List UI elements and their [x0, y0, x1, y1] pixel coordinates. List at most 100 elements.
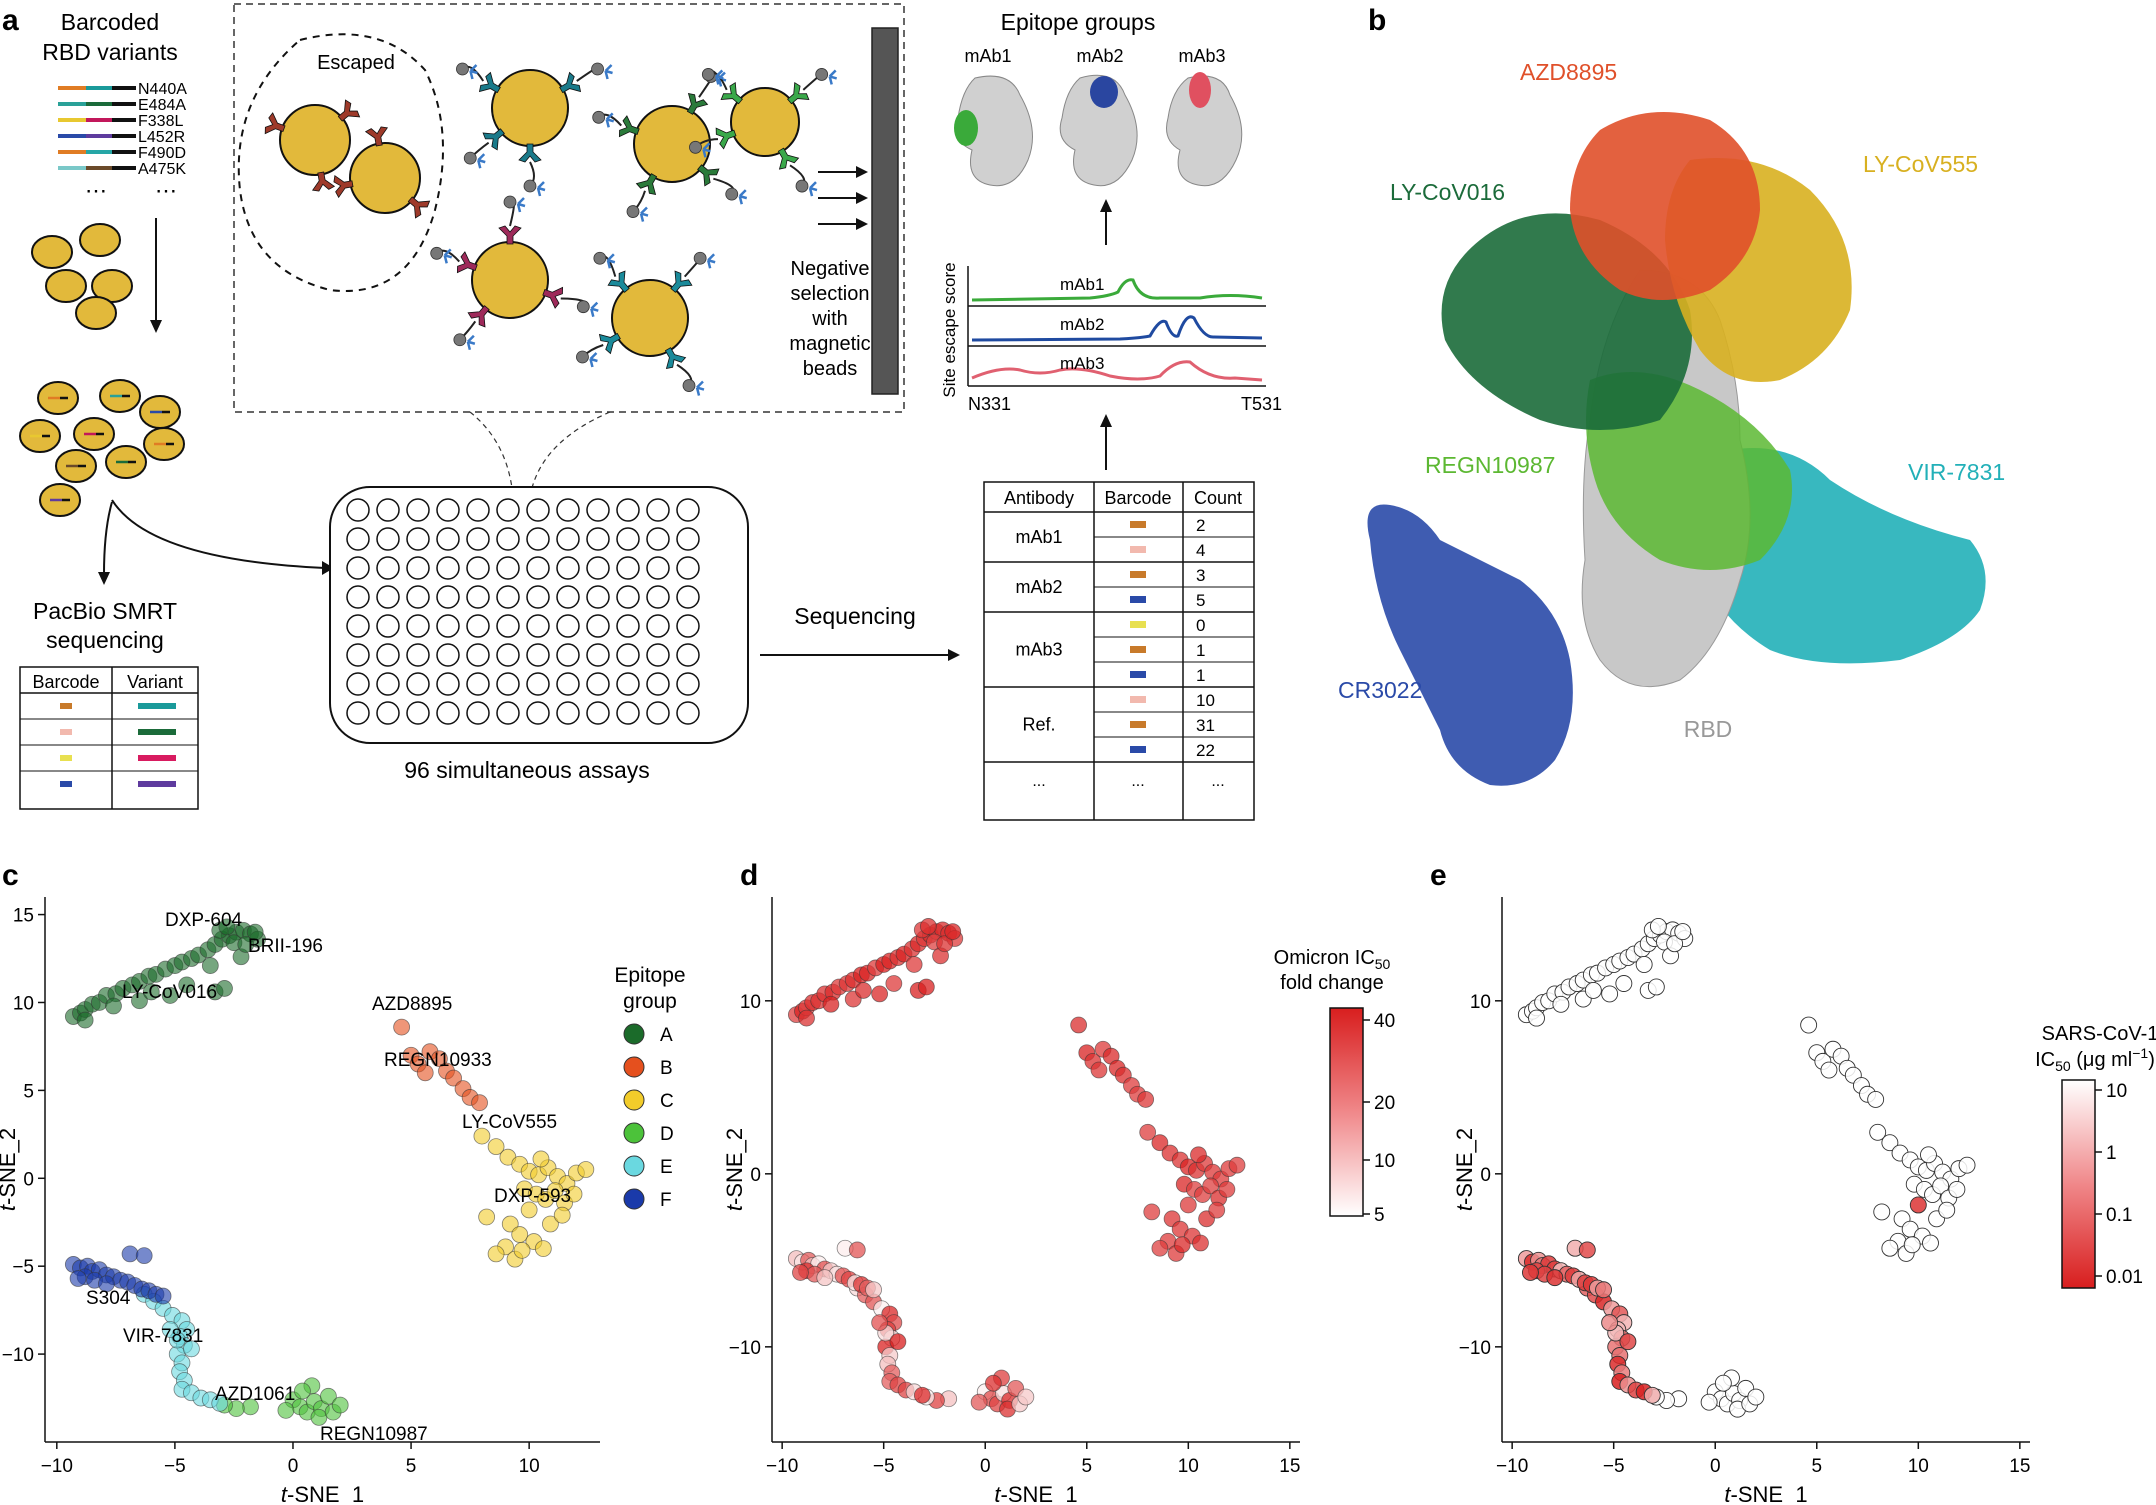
well: [646, 527, 670, 551]
well: [466, 556, 490, 580]
count-value: 2: [1196, 516, 1205, 535]
escape-plot-x-start: N331: [968, 394, 1011, 414]
well: [526, 701, 550, 725]
scatter-point-sars: [1747, 1388, 1765, 1406]
legend-swatch-E: [623, 1155, 645, 1177]
scatter-point-sars: [1647, 978, 1665, 996]
scatter-point-group-C: [520, 1201, 538, 1219]
scatter-point-sars: [1528, 1009, 1545, 1027]
well: [436, 556, 460, 580]
rbd-receptor: [607, 270, 630, 293]
magnetic-bead: [576, 300, 590, 314]
tsne-plot-d: −10 −5 0 5 10 15 10 0 −10 t-SNE_1 t-SNE_2: [722, 897, 1300, 1505]
well: [676, 701, 700, 725]
antibody-glyph: [828, 69, 838, 85]
well: [526, 614, 550, 638]
well: [526, 556, 550, 580]
scatter-point-omicron: [1139, 1123, 1157, 1141]
scatter-point-group-C: [553, 1206, 571, 1224]
magnetic-bead: [523, 179, 537, 193]
escaped-label: Escaped: [317, 52, 395, 74]
variant-label: A475K: [138, 161, 186, 178]
antibody-glyph: [808, 181, 818, 197]
magnetic-bead: [626, 205, 640, 218]
arrow-up-lower-head: [1100, 414, 1112, 427]
rbd-receptor: [518, 143, 542, 163]
y-tick-label: 5: [23, 1081, 34, 1102]
svg-text:magnetic: magnetic: [789, 333, 870, 355]
well: [676, 527, 700, 551]
well: [616, 585, 640, 609]
sequencing-label: Sequencing: [794, 603, 916, 629]
epitope-surface-mab2: [1059, 74, 1138, 187]
barcode-swatch: [60, 755, 72, 761]
legend-label-B: B: [660, 1058, 673, 1079]
well: [376, 527, 400, 551]
count-value: 22: [1196, 741, 1215, 760]
scatter-point-omicron: [792, 1264, 809, 1281]
well: [556, 498, 580, 522]
panel-label-d: d: [740, 859, 758, 892]
colorbar-e-tick-label: 1: [2106, 1143, 2117, 1164]
antibody-glyph: [443, 248, 453, 264]
well: [466, 672, 490, 696]
annot-azd8895: AZD8895: [372, 994, 452, 1015]
scatter-point-sars: [1552, 995, 1570, 1013]
scatter-point-omicron: [1228, 1156, 1246, 1174]
scatter-point-omicron: [1090, 1061, 1108, 1079]
trace-label-mab2: mAb2: [1060, 315, 1104, 334]
annot-regn10933: REGN10933: [384, 1050, 492, 1071]
scatter-point-group-A: [131, 992, 148, 1010]
yeast-cell: [45, 269, 87, 303]
scatter-point-omicron: [917, 978, 935, 996]
scatter-point-omicron: [936, 935, 954, 953]
well: [436, 585, 460, 609]
barcode-swatch: [1130, 596, 1146, 603]
well: [556, 585, 580, 609]
scatter-point-group-C: [501, 1215, 519, 1233]
mab1-label: mAb1: [964, 46, 1011, 66]
x-tick-label: 5: [406, 1456, 417, 1477]
scatter-point-group-B: [393, 1018, 411, 1036]
scatter-point-omicron: [1218, 1180, 1236, 1198]
well: [496, 585, 520, 609]
scatter-point-omicron: [889, 1333, 907, 1351]
x-tick-label: 5: [1081, 1456, 1092, 1477]
legend-sars: SARS-CoV-1 IC50 (μg ml−1) 10 1 0.1 0.01: [2035, 1023, 2156, 1289]
barcode-swatch: [1130, 671, 1146, 678]
scatter-point-group-C: [487, 1245, 505, 1263]
scatter-point-group-D: [277, 1401, 295, 1419]
scatter-point-group-E: [211, 1394, 229, 1412]
variant-label: E484A: [138, 97, 186, 114]
x-axis-label: t-SNE_1: [281, 1482, 364, 1505]
scatter-point-sars: [1922, 1234, 1939, 1252]
well: [616, 556, 640, 580]
antibody-bound-cells: [430, 62, 838, 396]
scatter-point-group-A: [76, 1011, 94, 1029]
scatter-point-group-F: [98, 1275, 115, 1293]
yeast-cell: [279, 104, 351, 176]
well: [346, 585, 370, 609]
count-value: 3: [1196, 566, 1205, 585]
legend-label-E: E: [660, 1157, 673, 1178]
yeast-cell: [79, 223, 121, 257]
plate-label: 96 simultaneous assays: [404, 757, 649, 783]
magnetic-bead: [576, 350, 589, 364]
scatter-point-sars: [1601, 1314, 1619, 1332]
rbd-receptor: [264, 112, 286, 135]
magnetic-bead: [456, 62, 469, 76]
well: [346, 672, 370, 696]
yeast-cell: [611, 279, 689, 357]
antibody-glyph: [516, 197, 526, 213]
scatter-point-omicron: [1070, 1016, 1088, 1034]
label-regn10987: REGN10987: [1425, 452, 1555, 478]
y-tick-label: −5: [12, 1257, 34, 1278]
legend-e-ticks: 10 1 0.1 0.01: [2095, 1081, 2143, 1288]
barcode-swatch: [1130, 746, 1146, 753]
colorbar-d-tick-label: 40: [1374, 1011, 1395, 1032]
magnetic-bead: [795, 179, 809, 193]
scatter-point-sars: [1932, 1177, 1950, 1195]
barcode-swatch: [1130, 721, 1146, 728]
scatter-point-sars: [1578, 1241, 1596, 1259]
